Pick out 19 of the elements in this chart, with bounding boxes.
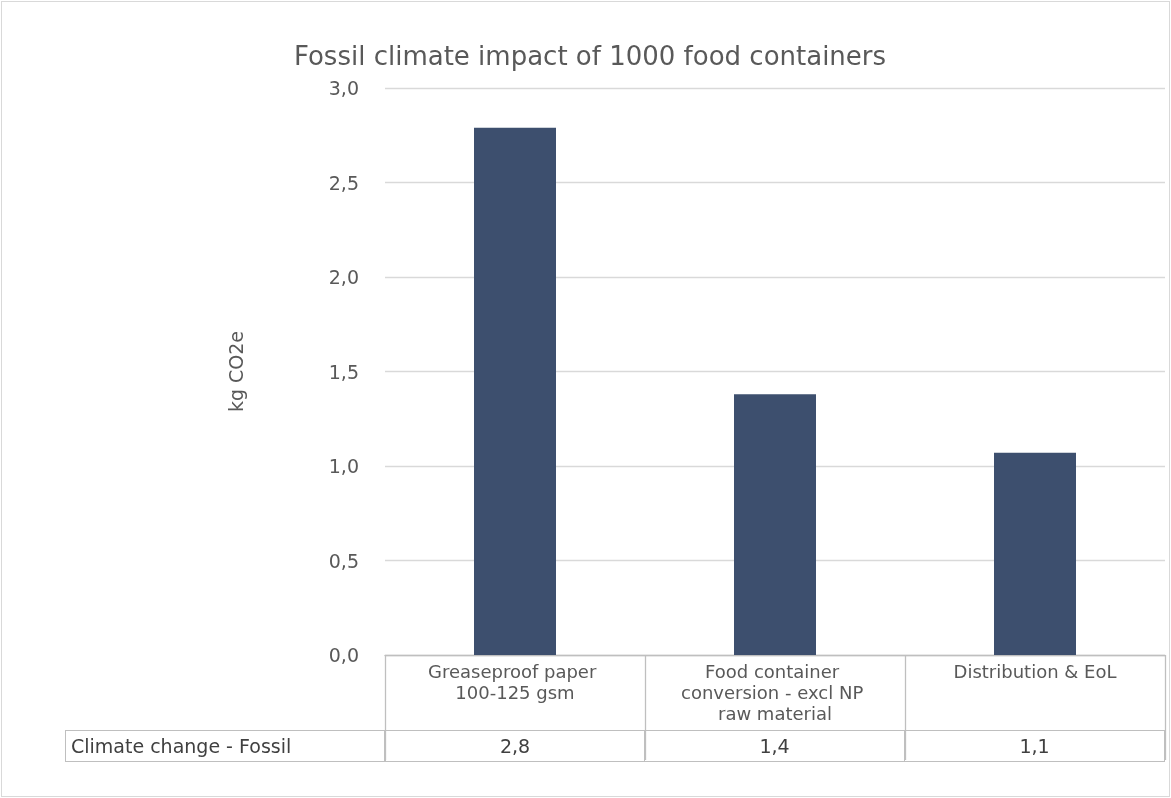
y-tick-label: 2,0	[328, 266, 359, 288]
y-tick-label: 1,5	[328, 360, 359, 383]
bar	[994, 452, 1076, 655]
x-tick-label: Greaseproof paper 100-125 gsm	[427, 661, 603, 703]
y-axis-title: kg CO2e	[224, 330, 247, 413]
y-tick-label: 2,5	[328, 171, 359, 194]
x-tick-label: Distribution & EoL	[953, 661, 1117, 682]
y-tick-label: 0,0	[328, 644, 359, 666]
y-tick-label: 0,5	[328, 549, 359, 572]
data-label: 1,1	[905, 730, 1165, 762]
chart-title: Fossil climate impact of 1000 food containers	[293, 41, 887, 71]
bar	[474, 127, 556, 655]
data-label: 1,4	[645, 730, 905, 762]
bar	[734, 394, 816, 655]
x-tick-label: Food container conversion - excl NP raw material	[681, 661, 869, 724]
y-tick-label: 1,0	[328, 455, 359, 477]
data-label: 2,8	[385, 730, 645, 762]
text: Climate change - Fossil	[65, 730, 385, 762]
y-tick-label: 3,0	[328, 77, 359, 99]
